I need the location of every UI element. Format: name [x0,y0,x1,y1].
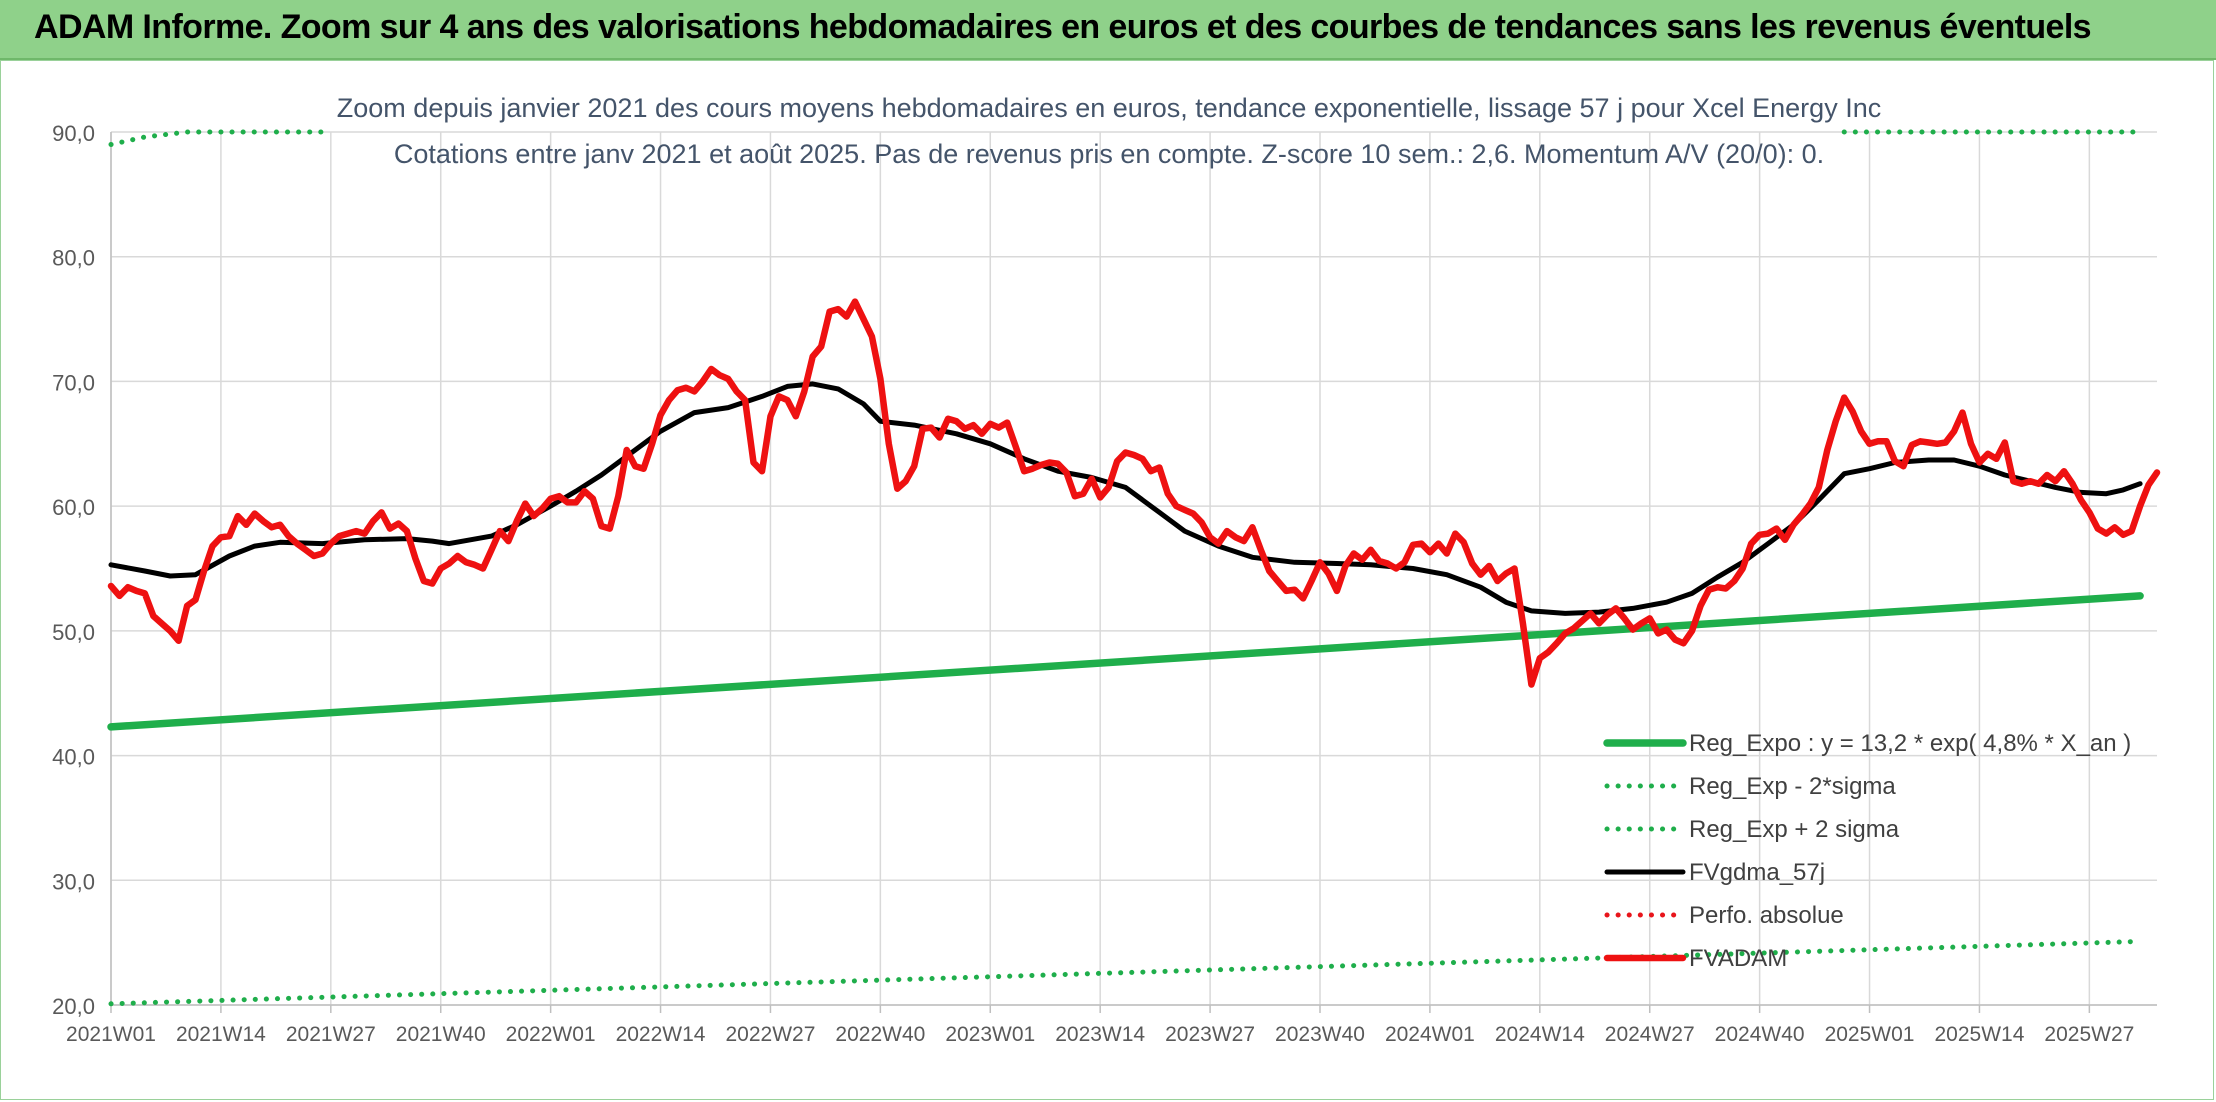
legend: Reg_Expo : y = 13,2 * exp( 4,8% * X_an )… [1603,730,2131,972]
y-tick-label: 80,0 [52,246,95,271]
series-line-5 [107,298,2161,688]
series-layer [107,129,2161,1007]
chart: 20,0 30,0 40,0 50,0 60,0 70,0 80,0 90,0 2021W01… [52,93,2161,1046]
legend-label: Reg_Exp + 2 sigma [1689,816,1900,843]
legend-label: Reg_Exp - 2*sigma [1689,773,1896,800]
y-tick-label: 60,0 [52,495,95,520]
x-tick-label: 2022W27 [726,1023,816,1046]
x-tick-label: 2025W01 [1825,1023,1915,1046]
y-tick-label: 70,0 [52,370,95,395]
x-tick-label: 2021W40 [396,1023,486,1046]
series-line-0 [107,592,2144,731]
x-tick-label: 2022W40 [835,1023,925,1046]
x-tick-label: 2024W40 [1715,1023,1805,1046]
x-tick-label: 2024W27 [1605,1023,1695,1046]
series-line-3 [108,381,2143,616]
x-tick-label: 2024W01 [1385,1023,1475,1046]
series-line-1 [108,938,2143,1007]
legend-label: FVADAM [1689,945,1787,972]
report-banner: ADAM Informe. Zoom sur 4 ans des valoris… [0,0,2216,60]
series-line-2 [108,129,334,147]
legend-label: Perfo. absolue [1689,902,1844,929]
x-tick-label: 2024W14 [1495,1023,1585,1046]
legend-label: Reg_Expo : y = 13,2 * exp( 4,8% * X_an ) [1689,730,2131,757]
y-axis: 20,0 30,0 40,0 50,0 60,0 70,0 80,0 90,0 [52,121,112,1019]
chart-frame: 20,0 30,0 40,0 50,0 60,0 70,0 80,0 90,0 2021W01… [0,60,2214,1100]
y-tick-label: 30,0 [52,869,95,894]
chart-grid [110,131,2157,1006]
x-axis: 2021W01 2021W14 2021W27 2021W40 2022W01 2022W… [66,1004,2157,1046]
x-tick-label: 2021W14 [176,1023,266,1046]
x-tick-label: 2022W01 [506,1023,596,1046]
report-title: ADAM Informe. Zoom sur 4 ans des valoris… [34,8,2092,46]
x-tick-label: 2025W27 [2044,1023,2134,1046]
x-tick-label: 2025W14 [1935,1023,2025,1046]
x-tick-label: 2021W27 [286,1023,376,1046]
chart-subtitle: Cotations entre janv 2021 et août 2025. … [394,139,1824,169]
x-tick-label: 2023W40 [1275,1023,1365,1046]
chart-title: Zoom depuis janvier 2021 des cours moyen… [337,93,1881,123]
x-tick-label: 2023W27 [1165,1023,1255,1046]
y-tick-label: 90,0 [52,121,95,146]
x-tick-label: 2023W01 [945,1023,1035,1046]
y-tick-label: 50,0 [52,620,95,645]
x-tick-label: 2021W01 [66,1023,156,1046]
y-tick-label: 20,0 [52,994,95,1019]
x-tick-label: 2022W14 [616,1023,706,1046]
legend-label: FVgdma_57j [1689,859,1825,886]
y-tick-label: 40,0 [52,745,95,770]
x-tick-label: 2023W14 [1055,1023,1145,1046]
